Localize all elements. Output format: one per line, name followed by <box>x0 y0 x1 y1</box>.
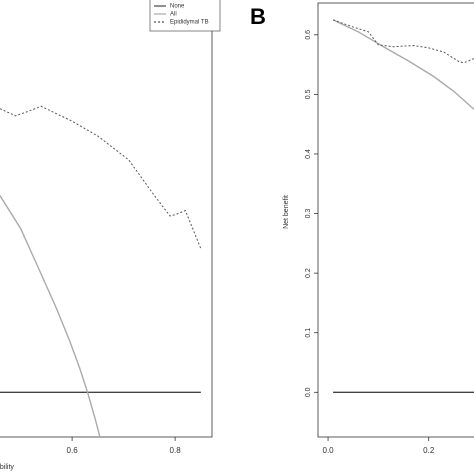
plot-frame <box>0 0 213 438</box>
x-tick-label: 0.0 <box>323 446 335 455</box>
panel-label: B <box>250 4 266 29</box>
y-tick-label: 0.4 <box>305 149 312 159</box>
series-line <box>332 19 474 110</box>
series-line <box>0 195 101 437</box>
legend-label: All <box>170 12 177 18</box>
y-tick-label: 0.1 <box>305 328 312 338</box>
series-line <box>0 105 202 249</box>
series-line <box>332 19 474 64</box>
legend-label: Epididymal TB <box>170 20 209 26</box>
legend-label: None <box>170 4 185 10</box>
legend-box <box>149 0 221 32</box>
x-tick-label: 0.2 <box>423 446 435 455</box>
y-axis-label: Net benefit <box>283 195 290 229</box>
plot-area <box>332 19 474 394</box>
y-tick-label: 0.5 <box>305 89 312 99</box>
y-tick-label: 0.2 <box>305 268 312 278</box>
y-tick-label: 0.3 <box>305 209 312 219</box>
plot-frame <box>317 2 474 438</box>
y-tick-label: 0.0 <box>305 387 312 397</box>
x-tick-label: 0.8 <box>170 446 182 455</box>
x-axis-label: ability <box>0 464 14 471</box>
x-tick-label: 0.6 <box>67 446 79 455</box>
plot-area <box>0 105 202 437</box>
y-tick-label: 0.6 <box>305 30 312 40</box>
